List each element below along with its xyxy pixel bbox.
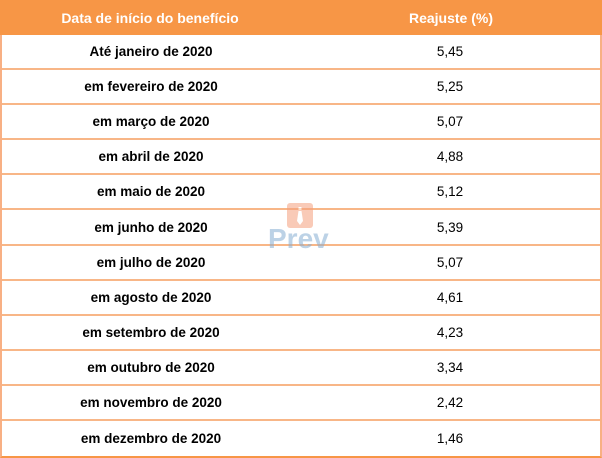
value-cell: 5,25 — [436, 79, 464, 95]
table-row: em junho de 2020 5,39 — [2, 210, 600, 246]
table-row: em abril de 2020 4,88 — [2, 140, 600, 176]
table-row: em maio de 2020 5,12 — [2, 175, 600, 211]
value-cell: 4,88 — [436, 149, 464, 165]
date-cell: em fevereiro de 2020 — [84, 79, 218, 95]
value-cell: 4,23 — [436, 324, 464, 340]
date-cell: em março de 2020 — [92, 114, 210, 130]
date-cell: em junho de 2020 — [94, 219, 208, 235]
value-cell: 4,61 — [436, 289, 464, 305]
table-row: em março de 2020 5,07 — [2, 105, 600, 141]
value-cell: 1,46 — [436, 431, 464, 447]
table-body: Até janeiro de 2020 5,45 em fevereiro de … — [0, 35, 602, 458]
table-row: em dezembro de 2020 1,46 — [2, 421, 600, 456]
date-cell: Até janeiro de 2020 — [89, 44, 213, 60]
date-cell: em abril de 2020 — [98, 149, 204, 165]
table-row: em julho de 2020 5,07 — [2, 246, 600, 281]
table-row: em fevereiro de 2020 5,25 — [2, 70, 600, 106]
value-cell: 5,39 — [436, 219, 464, 235]
date-cell: em agosto de 2020 — [90, 289, 212, 305]
date-cell: em julho de 2020 — [96, 254, 206, 270]
date-cell: em novembro de 2020 — [80, 394, 222, 410]
value-cell: 5,07 — [436, 114, 464, 130]
value-cell: 5,07 — [436, 254, 464, 270]
table-row: em agosto de 2020 4,61 — [2, 281, 600, 316]
value-cell: 3,34 — [436, 359, 464, 375]
table-header: Data de início do benefício Reajuste (%) — [0, 0, 602, 35]
header-date: Data de início do benefício — [61, 9, 239, 26]
table-row: em setembro de 2020 4,23 — [2, 316, 600, 351]
table-row: em outubro de 2020 3,34 — [2, 351, 600, 386]
header-reajuste: Reajuste (%) — [408, 9, 494, 26]
value-cell: 5,45 — [436, 44, 464, 60]
date-cell: em setembro de 2020 — [82, 324, 220, 340]
date-cell: em outubro de 2020 — [87, 359, 215, 375]
table-row: Até janeiro de 2020 5,45 — [2, 35, 600, 71]
value-cell: 2,42 — [436, 394, 464, 410]
date-cell: em dezembro de 2020 — [80, 431, 222, 447]
table-row: em novembro de 2020 2,42 — [2, 386, 600, 422]
date-cell: em maio de 2020 — [96, 184, 206, 200]
value-cell: 5,12 — [436, 184, 464, 200]
